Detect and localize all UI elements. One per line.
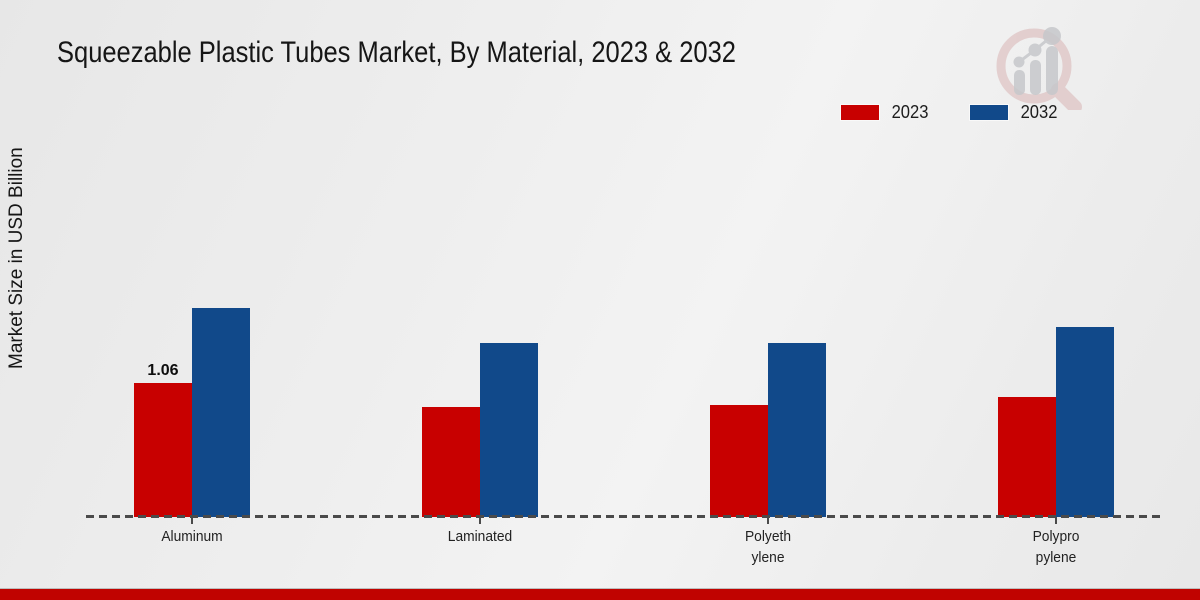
- bar-2032-polyethylene: [768, 343, 826, 517]
- category-label-laminated: Laminated: [447, 528, 513, 545]
- x-axis-tick-aluminum: [191, 517, 193, 524]
- bar-2023-laminated: [422, 407, 480, 517]
- bar-2023-aluminum: [134, 383, 192, 517]
- y-axis-label: Market Size in USD Billion: [6, 147, 27, 369]
- bar-2023-polyethylene: [710, 405, 768, 517]
- x-axis-baseline: [86, 515, 1164, 518]
- x-axis-tick-laminated: [479, 517, 481, 524]
- bar-2032-aluminum: [192, 308, 250, 517]
- legend-label-2023: 2023: [891, 102, 929, 122]
- bar-2023-polypropylene: [998, 397, 1056, 517]
- legend-swatch-2023-icon: [841, 105, 879, 120]
- bar-2032-laminated: [480, 343, 538, 517]
- category-label-polyethylene: Polyeth ylene: [744, 528, 792, 566]
- x-axis-tick-polyethylene: [767, 517, 769, 524]
- legend-item-2032: 2032: [970, 102, 1059, 123]
- data-label-2023-aluminum: 1.06: [147, 362, 179, 379]
- legend: 2023 2032: [841, 102, 1059, 123]
- x-axis-tick-polypropylene: [1055, 517, 1057, 524]
- legend-item-2023: 2023: [841, 102, 930, 123]
- legend-label-2032: 2032: [1020, 102, 1058, 122]
- category-label-polypropylene: Polypro pylene: [1032, 528, 1080, 566]
- bar-2032-polypropylene: [1056, 327, 1114, 517]
- category-label-aluminum: Aluminum: [161, 528, 223, 545]
- legend-swatch-2032-icon: [970, 105, 1009, 120]
- footer-accent-bar: [0, 588, 1200, 600]
- chart-title: Squeezable Plastic Tubes Market, By Mate…: [57, 36, 736, 69]
- magnifier-growth-chart-logo-icon: [996, 27, 1082, 110]
